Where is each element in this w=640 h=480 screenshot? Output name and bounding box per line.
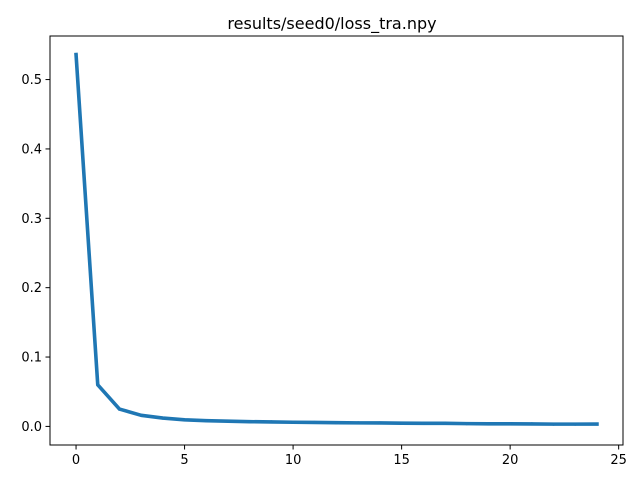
data-point [551, 422, 556, 426]
data-point [204, 419, 208, 423]
plot-frame [49, 35, 624, 446]
x-tick-label: 0 [72, 453, 80, 468]
data-point [96, 383, 100, 387]
data-point [530, 422, 534, 426]
data-point [378, 421, 382, 425]
data-point [139, 413, 143, 417]
chart-title: results/seed0/loss_tra.npy [227, 14, 436, 34]
x-tick-label: 5 [180, 453, 188, 468]
y-tick-label: 0.4 [21, 142, 42, 157]
data-point [443, 421, 447, 425]
y-tick-label: 0.1 [21, 351, 42, 366]
x-tick-label: 10 [285, 453, 302, 468]
data-point [400, 421, 404, 425]
y-axis-ticks: 0.0 0.1 0.2 0.3 0.4 0.5 [21, 73, 50, 435]
data-point [248, 420, 252, 424]
data-point [595, 422, 599, 426]
data-point [421, 421, 425, 425]
data-point [334, 421, 339, 425]
data-point [465, 422, 469, 426]
x-tick-label: 20 [502, 453, 519, 468]
y-tick-label: 0.5 [21, 73, 42, 88]
data-point [356, 421, 360, 425]
data-point [226, 419, 230, 423]
x-tick-label: 15 [393, 453, 410, 468]
data-point [573, 422, 577, 426]
x-tick-label: 25 [610, 453, 627, 468]
data-point [313, 420, 317, 425]
y-tick-label: 0.0 [21, 420, 42, 435]
series-layer [74, 52, 599, 426]
data-point [161, 416, 165, 420]
x-axis-ticks: 0 5 10 15 20 25 [72, 445, 627, 468]
y-tick-label: 0.2 [21, 281, 42, 296]
data-point [74, 52, 78, 57]
y-tick-label: 0.3 [21, 212, 42, 227]
data-point [182, 418, 187, 422]
data-point [486, 422, 491, 426]
data-point [269, 420, 273, 424]
data-point [291, 420, 295, 424]
data-point [117, 407, 122, 411]
data-point [508, 422, 512, 426]
